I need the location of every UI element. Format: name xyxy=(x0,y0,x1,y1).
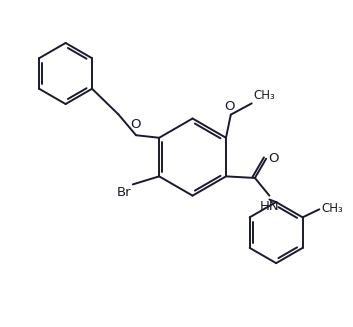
Text: O: O xyxy=(268,151,279,164)
Text: HN: HN xyxy=(259,199,279,213)
Text: Br: Br xyxy=(116,186,131,199)
Text: CH₃: CH₃ xyxy=(253,89,275,102)
Text: O: O xyxy=(224,100,234,113)
Text: O: O xyxy=(130,118,140,131)
Text: CH₃: CH₃ xyxy=(321,202,343,215)
